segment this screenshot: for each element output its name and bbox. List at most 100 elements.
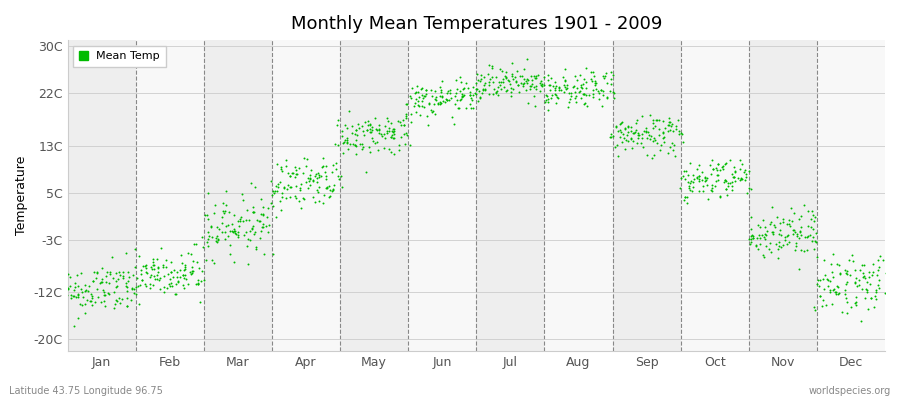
- Point: [823, 289, 837, 295]
- Point: [164, 268, 178, 275]
- Point: [85, 302, 99, 309]
- Point: [418, 92, 432, 99]
- Point: [734, 161, 749, 167]
- Point: [487, 86, 501, 92]
- Point: [691, 178, 706, 184]
- Point: [386, 126, 400, 132]
- Point: [872, 264, 886, 270]
- Point: [758, 224, 772, 231]
- Point: [106, 275, 121, 281]
- Point: [720, 192, 734, 198]
- Point: [643, 136, 657, 142]
- Point: [78, 310, 93, 316]
- Point: [77, 288, 92, 294]
- Point: [544, 82, 558, 88]
- Point: [778, 234, 792, 240]
- Point: [266, 188, 280, 194]
- Point: [346, 140, 360, 147]
- Point: [358, 169, 373, 175]
- Point: [444, 95, 458, 102]
- Point: [108, 301, 122, 308]
- Point: [711, 160, 725, 167]
- Point: [598, 72, 612, 79]
- Point: [520, 76, 535, 83]
- Point: [807, 218, 822, 224]
- Point: [548, 91, 562, 98]
- Point: [374, 131, 388, 137]
- Point: [133, 270, 148, 277]
- Point: [253, 218, 267, 224]
- Point: [634, 112, 649, 119]
- Point: [855, 262, 869, 268]
- Point: [529, 83, 544, 89]
- Point: [201, 190, 215, 196]
- Point: [536, 74, 551, 80]
- Point: [830, 261, 844, 267]
- Point: [410, 96, 424, 102]
- Point: [871, 277, 886, 283]
- Point: [830, 283, 844, 289]
- Point: [586, 86, 600, 93]
- Point: [868, 293, 882, 299]
- Point: [556, 74, 571, 80]
- Point: [160, 284, 175, 291]
- Point: [746, 235, 760, 242]
- Point: [572, 88, 587, 94]
- Point: [239, 207, 254, 214]
- Point: [503, 93, 517, 99]
- Point: [773, 220, 788, 226]
- Point: [671, 131, 686, 138]
- Point: [310, 170, 325, 176]
- Point: [422, 100, 436, 107]
- Point: [203, 224, 218, 230]
- Point: [586, 91, 600, 98]
- Point: [669, 122, 683, 129]
- Point: [472, 94, 487, 100]
- Point: [174, 251, 188, 258]
- Point: [631, 134, 645, 141]
- Point: [766, 230, 780, 237]
- Point: [269, 187, 284, 194]
- Point: [799, 247, 814, 254]
- Point: [846, 258, 860, 264]
- Point: [491, 79, 506, 85]
- Point: [816, 256, 831, 263]
- Point: [159, 264, 174, 270]
- Point: [859, 286, 873, 293]
- Point: [787, 227, 801, 233]
- Point: [459, 105, 473, 111]
- Point: [247, 230, 261, 237]
- Point: [144, 272, 158, 278]
- Point: [615, 118, 629, 125]
- Point: [533, 88, 547, 95]
- Point: [743, 233, 758, 239]
- Point: [209, 235, 223, 241]
- Point: [184, 251, 198, 257]
- Point: [232, 223, 247, 229]
- Point: [274, 167, 289, 174]
- Point: [380, 115, 394, 121]
- Point: [181, 250, 195, 256]
- Point: [477, 82, 491, 88]
- Point: [621, 122, 635, 129]
- Point: [279, 157, 293, 163]
- Point: [742, 185, 756, 191]
- Point: [670, 117, 685, 124]
- Point: [238, 229, 253, 236]
- Point: [746, 235, 760, 242]
- Point: [275, 194, 290, 200]
- Point: [99, 279, 113, 286]
- Point: [527, 74, 542, 81]
- Point: [356, 132, 371, 139]
- Point: [620, 132, 634, 138]
- Point: [771, 243, 786, 250]
- Legend: Mean Temp: Mean Temp: [73, 46, 166, 67]
- Point: [97, 298, 112, 304]
- Point: [296, 194, 310, 201]
- Point: [356, 143, 370, 150]
- Point: [639, 129, 653, 136]
- Point: [151, 277, 166, 284]
- Point: [71, 314, 86, 321]
- Point: [109, 270, 123, 276]
- Point: [787, 227, 801, 234]
